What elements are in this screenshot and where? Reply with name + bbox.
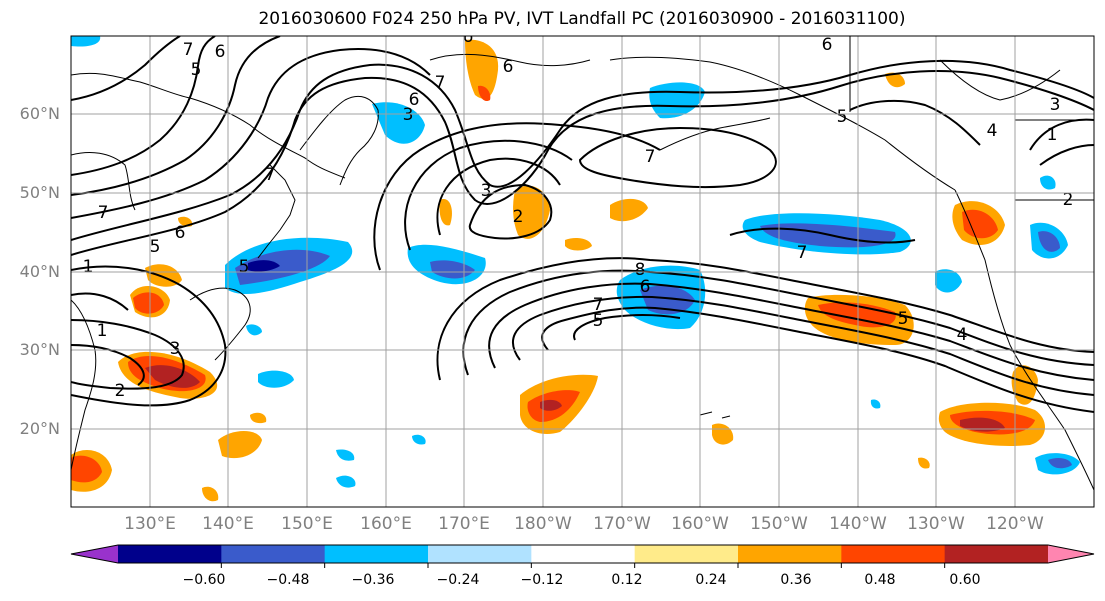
svg-text:2: 2 [513, 207, 524, 227]
colorbar-tick-label: 0.24 [695, 572, 727, 588]
svg-text:1: 1 [1047, 125, 1058, 145]
lon-label: 170°E [438, 514, 490, 534]
colorbar-tick-label: 0.48 [864, 572, 896, 588]
colorbar-outline [70, 544, 1095, 564]
svg-text:5: 5 [837, 107, 848, 127]
svg-text:5: 5 [898, 309, 909, 329]
contour-labels: 7 6 5 6 7 6 5 6 2 6 6 3 7 7 5 7 8 6 7 5 … [83, 27, 1074, 401]
svg-text:2: 2 [1063, 190, 1074, 210]
lon-label: 180°W [514, 514, 572, 534]
svg-text:6: 6 [463, 27, 474, 47]
colorbar-segment [428, 545, 532, 563]
svg-text:6: 6 [822, 35, 833, 55]
colorbar-segment [118, 545, 222, 563]
lat-label: 50°N [19, 183, 60, 202]
colorbar-segment [324, 545, 429, 563]
colorbar-tick-label: 0.36 [780, 572, 812, 588]
colorbar-tick-label: −0.36 [351, 572, 395, 588]
map-frame [70, 35, 1095, 508]
lon-label: 160°W [671, 514, 729, 534]
svg-text:7: 7 [265, 165, 276, 185]
lat-label: 20°N [19, 419, 60, 438]
lon-label: 130°W [907, 514, 965, 534]
lat-label: 40°N [19, 262, 60, 281]
lat-label: 60°N [19, 104, 60, 123]
svg-text:8: 8 [635, 260, 646, 280]
map-title: 2016030600 F024 250 hPa PV, IVT Landfall… [258, 9, 906, 29]
colorbar [70, 544, 1095, 568]
svg-text:5: 5 [239, 257, 250, 277]
svg-text:5: 5 [150, 237, 161, 257]
colorbar-tick-label: −0.60 [182, 572, 226, 588]
colorbar-segment [841, 545, 946, 563]
lat-label: 30°N [19, 340, 60, 359]
svg-text:7: 7 [593, 295, 604, 315]
svg-text:3: 3 [1050, 95, 1061, 115]
colorbar-segment [944, 545, 1049, 563]
lon-label: 140°E [202, 514, 254, 534]
colorbar-segment [531, 545, 636, 563]
colorbar-tick-label: −0.12 [520, 572, 564, 588]
svg-text:6: 6 [409, 90, 420, 110]
svg-text:4: 4 [987, 121, 998, 141]
svg-text:6: 6 [503, 57, 514, 77]
colorbar-tick-label: −0.48 [266, 572, 310, 588]
svg-text:3: 3 [481, 181, 492, 201]
gridlines [71, 36, 1094, 507]
svg-text:4: 4 [957, 325, 968, 345]
svg-text:7: 7 [645, 147, 656, 167]
svg-text:6: 6 [640, 277, 651, 297]
lon-label: 130°E [124, 514, 176, 534]
svg-text:6: 6 [175, 223, 186, 243]
lon-label: 150°E [281, 514, 333, 534]
svg-text:7: 7 [435, 73, 446, 93]
svg-text:7: 7 [98, 203, 109, 223]
map-area: 7 6 5 6 7 6 5 6 2 6 6 3 7 7 5 7 8 6 7 5 … [71, 27, 1094, 507]
svg-text:5: 5 [191, 60, 202, 80]
svg-text:3: 3 [170, 339, 181, 359]
svg-text:2: 2 [115, 381, 126, 401]
svg-text:1: 1 [83, 257, 94, 277]
svg-text:1: 1 [97, 321, 108, 341]
svg-text:3: 3 [403, 105, 414, 125]
svg-text:5: 5 [593, 311, 604, 331]
ivt-shading [71, 36, 1080, 502]
lon-label: 120°W [986, 514, 1044, 534]
colorbar-segment [634, 545, 739, 563]
colorbar-extend-low [71, 545, 118, 563]
colorbar-segment [738, 545, 842, 563]
svg-text:7: 7 [797, 243, 808, 263]
colorbar-tick-label: 0.12 [611, 572, 643, 588]
colorbar-tick-label: 0.60 [949, 572, 981, 588]
lon-label: 170°W [593, 514, 651, 534]
lon-label: 150°W [750, 514, 808, 534]
colorbar-tick-label: −0.24 [436, 572, 480, 588]
lon-label: 140°W [829, 514, 887, 534]
svg-text:6: 6 [215, 42, 226, 62]
pv-contours [71, 36, 1094, 413]
svg-text:7: 7 [183, 40, 194, 60]
colorbar-extend-high [1048, 545, 1094, 563]
colorbar-segment [221, 545, 326, 563]
lon-label: 160°E [360, 514, 412, 534]
